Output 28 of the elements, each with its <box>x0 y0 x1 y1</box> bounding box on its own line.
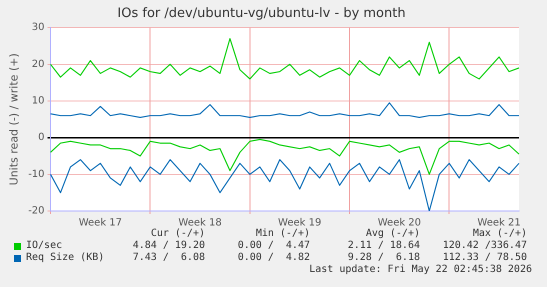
x-tick-label: Week 20 <box>378 218 422 229</box>
y-tick-label: -10 <box>28 168 45 180</box>
text: Max (-/+) <box>472 228 527 239</box>
text: Avg (-/+) <box>366 228 420 239</box>
x-tick-label: Week 21 <box>477 218 521 229</box>
text: 4.84 / 19.20 <box>132 240 205 251</box>
legend-label: Req Size (KB) <box>26 252 104 264</box>
x-tick-label: Week 17 <box>78 218 122 229</box>
text: 0.00 / 4.47 <box>238 240 310 251</box>
y-axis-title: Units read (-) / write (+) <box>7 53 20 186</box>
text: Last update: Fri May 22 02:45:38 2026 <box>309 264 532 275</box>
text: Min (-/+) <box>256 228 310 239</box>
x-tick-label: Week 19 <box>278 218 322 229</box>
text: 7.43 / 6.08 <box>132 252 205 263</box>
y-tick-label: 20 <box>32 58 45 70</box>
text: 120.42 /336.47 <box>442 240 527 251</box>
y-tick-label: -20 <box>28 206 45 217</box>
text: 9.28 / 6.18 <box>348 252 420 263</box>
chart-title: IOs for /dev/ubuntu-vg/ubuntu-lv - by month <box>117 6 406 22</box>
text: 112.33 / 78.50 <box>442 252 527 263</box>
text: 2.11 / 18.64 <box>348 240 420 251</box>
y-tick-label: 0 <box>38 132 45 144</box>
text: 0.00 / 4.82 <box>238 252 310 263</box>
x-tick-label: Week 18 <box>178 218 222 229</box>
text: Cur (-/+) <box>150 228 205 239</box>
y-tick-label: 30 <box>32 22 45 34</box>
legend-label: IO/sec <box>26 240 62 252</box>
y-tick-label: 10 <box>32 96 45 107</box>
